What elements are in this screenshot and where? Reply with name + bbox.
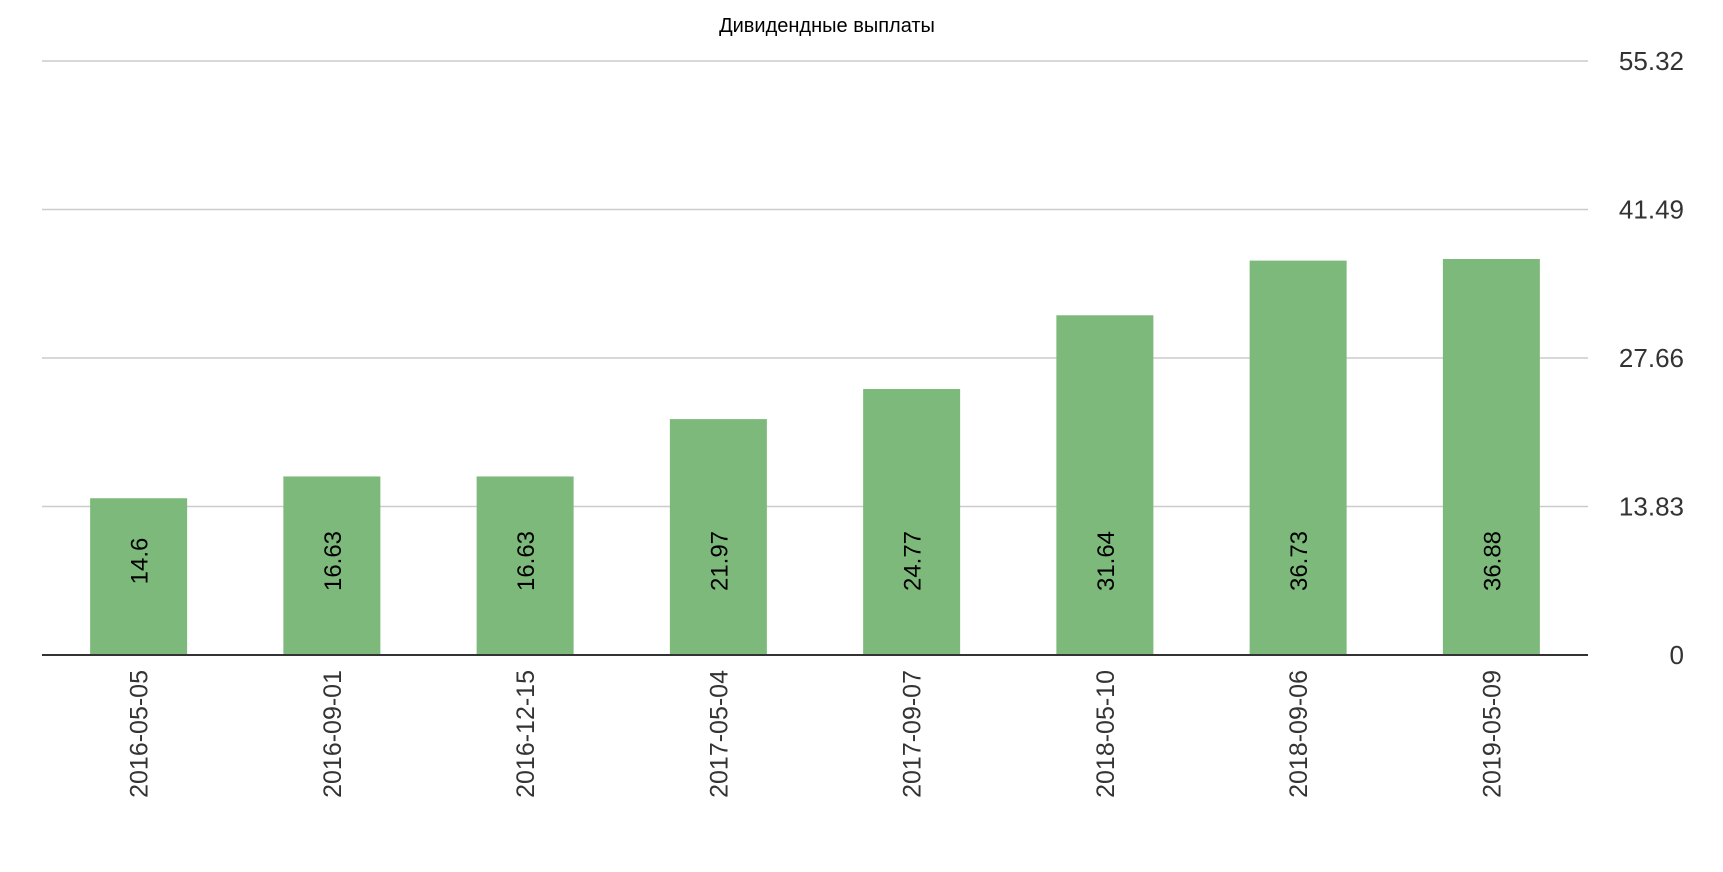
bar	[1056, 315, 1154, 655]
y-tick-label: 55.32	[1619, 46, 1684, 76]
x-tick-label: 2019-05-09	[1478, 670, 1506, 798]
x-tick-label: 2017-09-07	[899, 670, 927, 798]
x-axis-ticks: 2016-05-05 2016-09-01 2016-12-15 2017-05-04…	[126, 670, 1507, 798]
bars	[90, 259, 1540, 655]
x-tick-label: 2017-05-04	[705, 670, 733, 798]
data-label: 14.6	[127, 538, 154, 585]
x-tick-label: 2018-09-06	[1285, 670, 1313, 798]
bar	[669, 419, 767, 655]
bar	[1442, 259, 1540, 655]
y-tick-label: 27.66	[1619, 343, 1684, 373]
data-label: 16.63	[320, 531, 347, 591]
chart-title: Дивидендные выплаты	[719, 15, 935, 37]
bar	[283, 476, 381, 655]
data-label: 36.88	[1479, 531, 1506, 591]
y-axis-ticks: 0 13.83 27.66 41.49 55.32	[1619, 46, 1684, 670]
data-label: 24.77	[900, 531, 927, 591]
y-tick-label: 13.83	[1619, 492, 1684, 522]
x-tick-label: 2016-12-15	[512, 670, 540, 798]
gridlines	[42, 60, 1588, 508]
data-label: 16.63	[513, 531, 540, 591]
y-tick-label: 41.49	[1619, 195, 1684, 225]
y-tick-label: 0	[1670, 640, 1684, 670]
bar	[863, 389, 961, 655]
data-label: 36.73	[1286, 531, 1313, 591]
bar	[476, 476, 574, 655]
x-tick-label: 2016-05-05	[126, 670, 154, 798]
x-tick-label: 2016-09-01	[319, 670, 347, 798]
data-label: 31.64	[1093, 531, 1120, 591]
bar	[90, 498, 188, 655]
data-label: 21.97	[706, 531, 733, 591]
x-tick-label: 2018-05-10	[1092, 670, 1120, 798]
bar	[1249, 260, 1347, 655]
data-labels: 14.6 16.63 16.63 21.97 24.77 31.64 36.73 36.88	[127, 531, 1507, 591]
